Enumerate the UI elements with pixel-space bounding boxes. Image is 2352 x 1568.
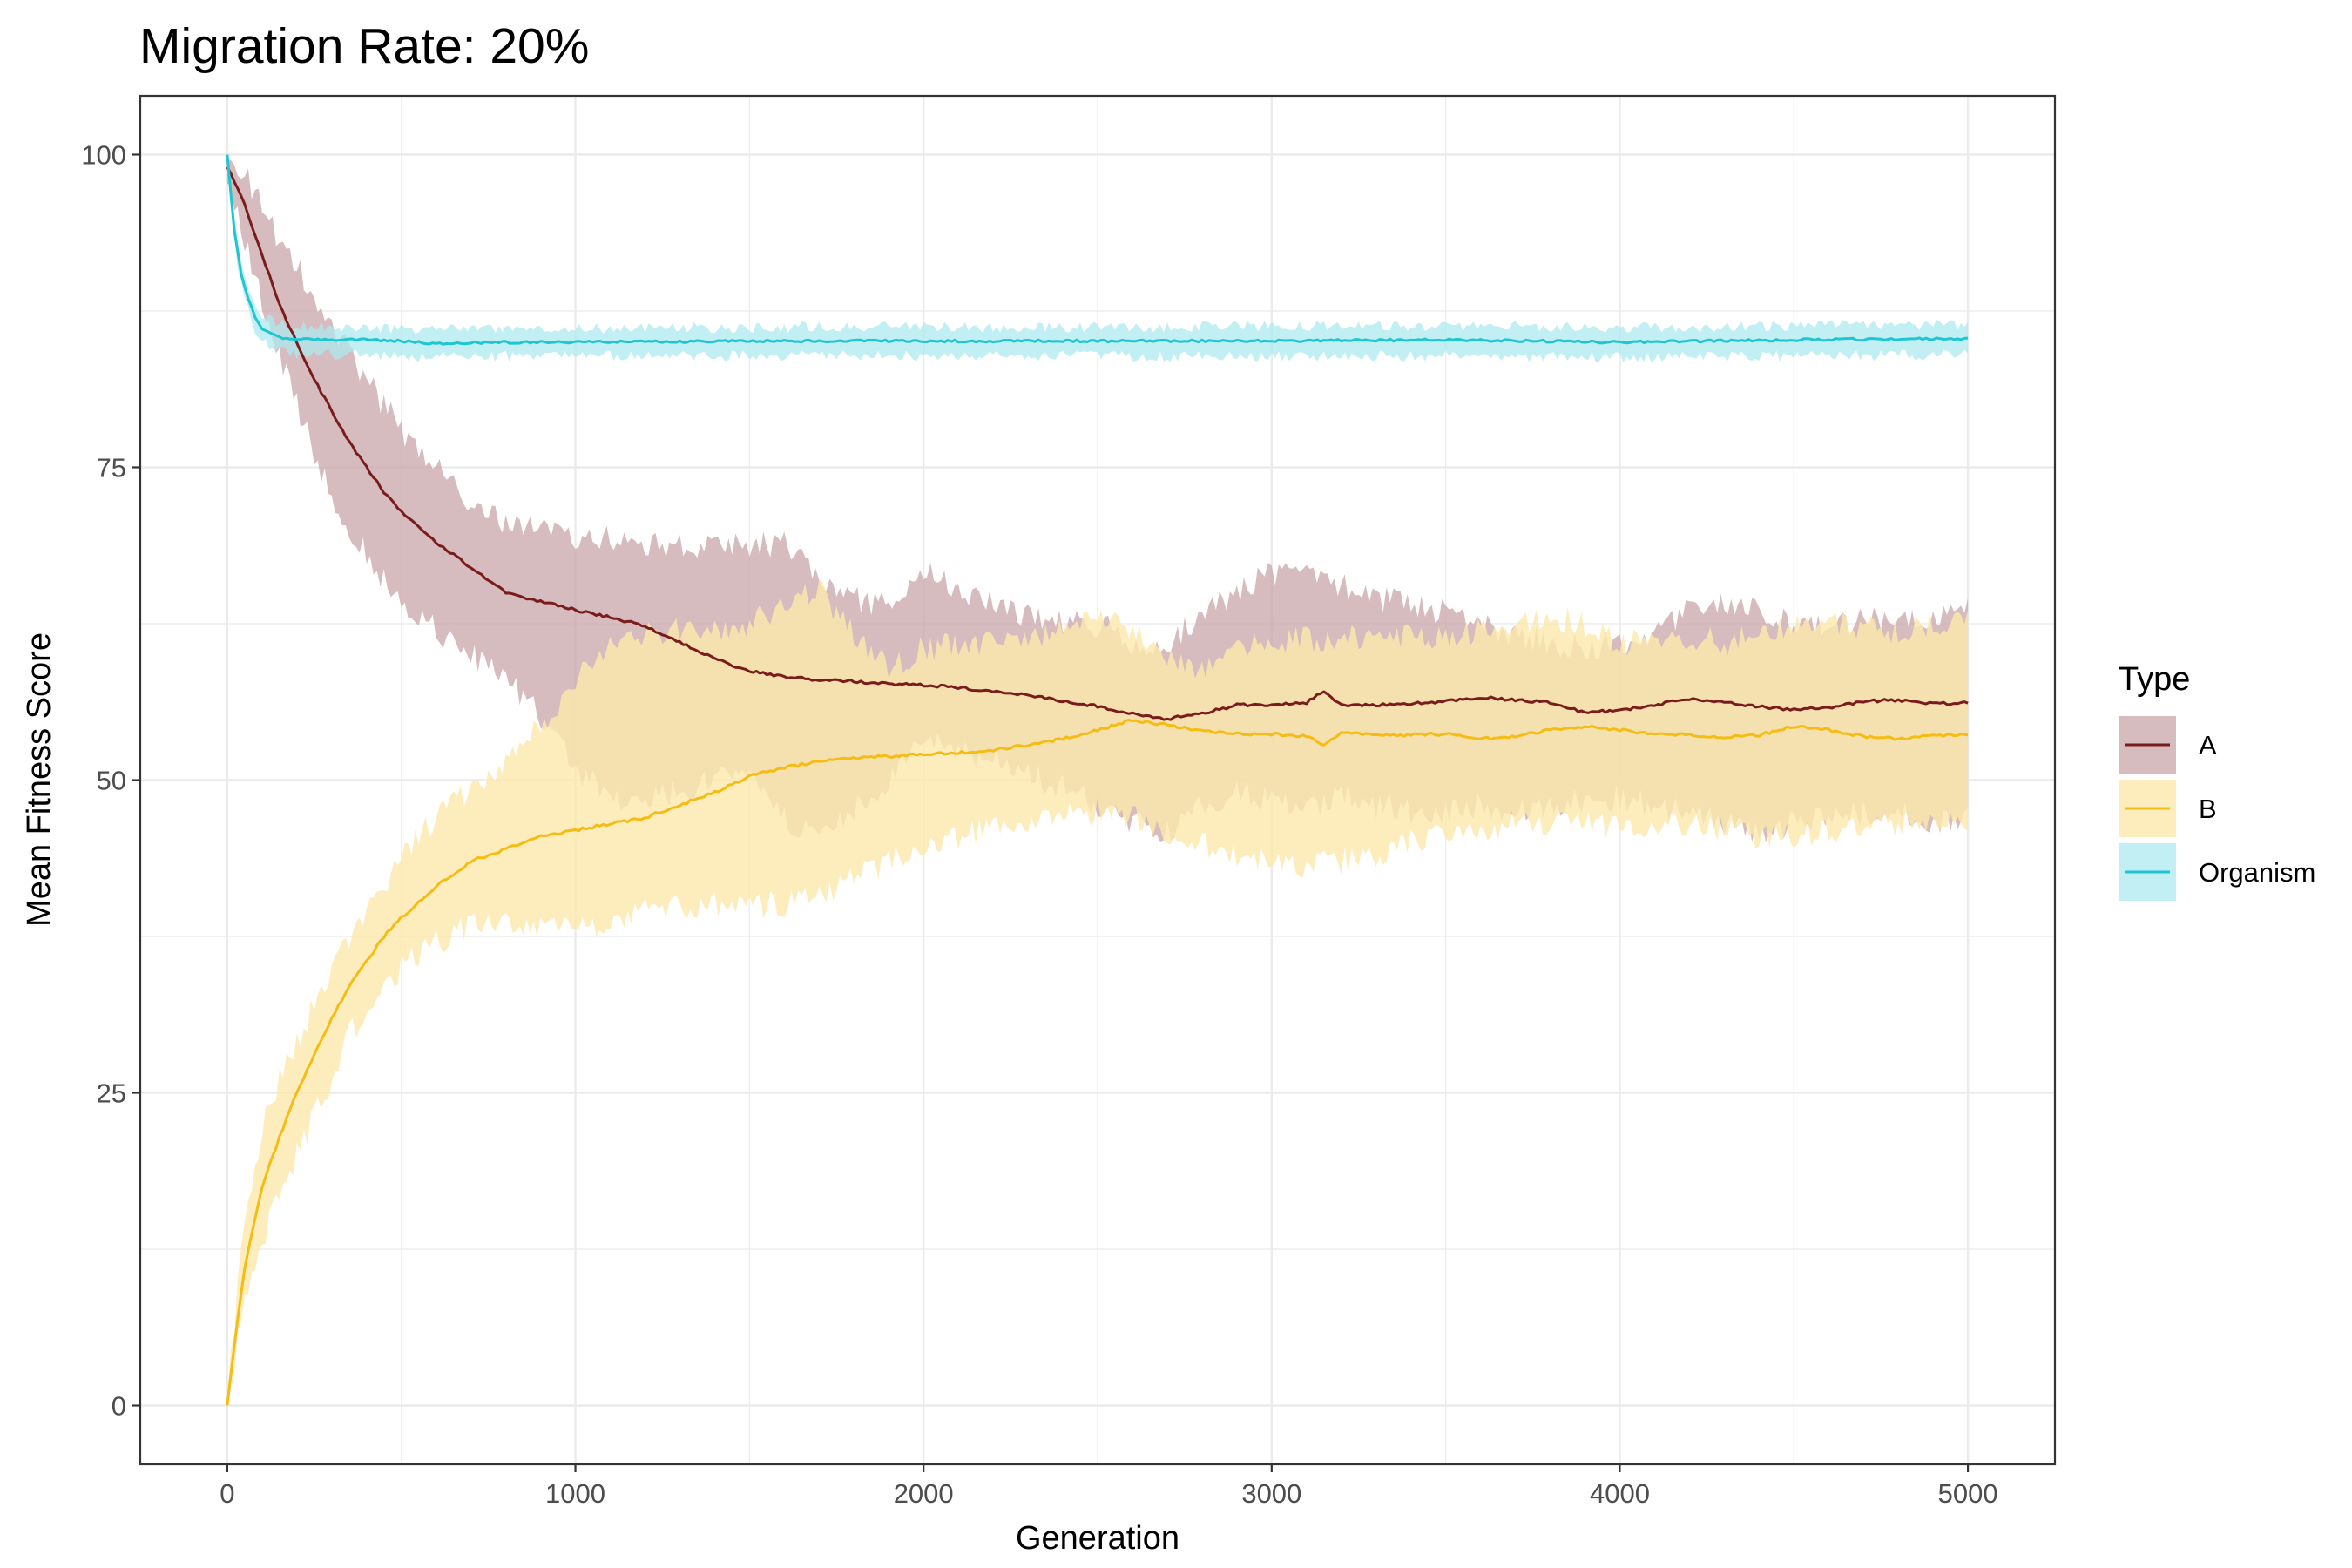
legend: Type A B Organism — [2119, 661, 2315, 901]
y-tick-label: 0 — [112, 1391, 126, 1422]
ribbon-b — [226, 579, 1969, 1409]
series-lines — [226, 154, 1969, 1406]
x-tick-label: 0 — [220, 1478, 234, 1509]
line-b — [226, 718, 1969, 1406]
x-tick-label: 3000 — [1241, 1478, 1301, 1509]
y-axis: 0 25 50 75 100 — [81, 139, 140, 1422]
x-tick-label: 2000 — [894, 1478, 954, 1509]
y-tick-label: 100 — [81, 139, 126, 170]
line-a — [226, 166, 1969, 721]
line-organism — [226, 154, 1969, 346]
y-tick-label: 50 — [97, 766, 126, 796]
legend-label-organism: Organism — [2199, 857, 2315, 888]
chart-title: Migration Rate: 20% — [139, 18, 589, 74]
y-axis-title: Mean Fitness Score — [21, 632, 57, 927]
x-tick-label: 4000 — [1590, 1478, 1650, 1509]
y-tick-label: 25 — [97, 1078, 126, 1109]
x-tick-label: 5000 — [1938, 1478, 1998, 1509]
x-axis-title: Generation — [1016, 1520, 1179, 1557]
legend-label-b: B — [2199, 794, 2217, 824]
x-tick-label: 1000 — [545, 1478, 605, 1509]
legend-label-a: A — [2199, 730, 2217, 760]
x-axis: 0 1000 2000 3000 4000 5000 — [220, 1464, 1998, 1509]
legend-title: Type — [2119, 661, 2190, 698]
y-tick-label: 75 — [97, 452, 126, 483]
